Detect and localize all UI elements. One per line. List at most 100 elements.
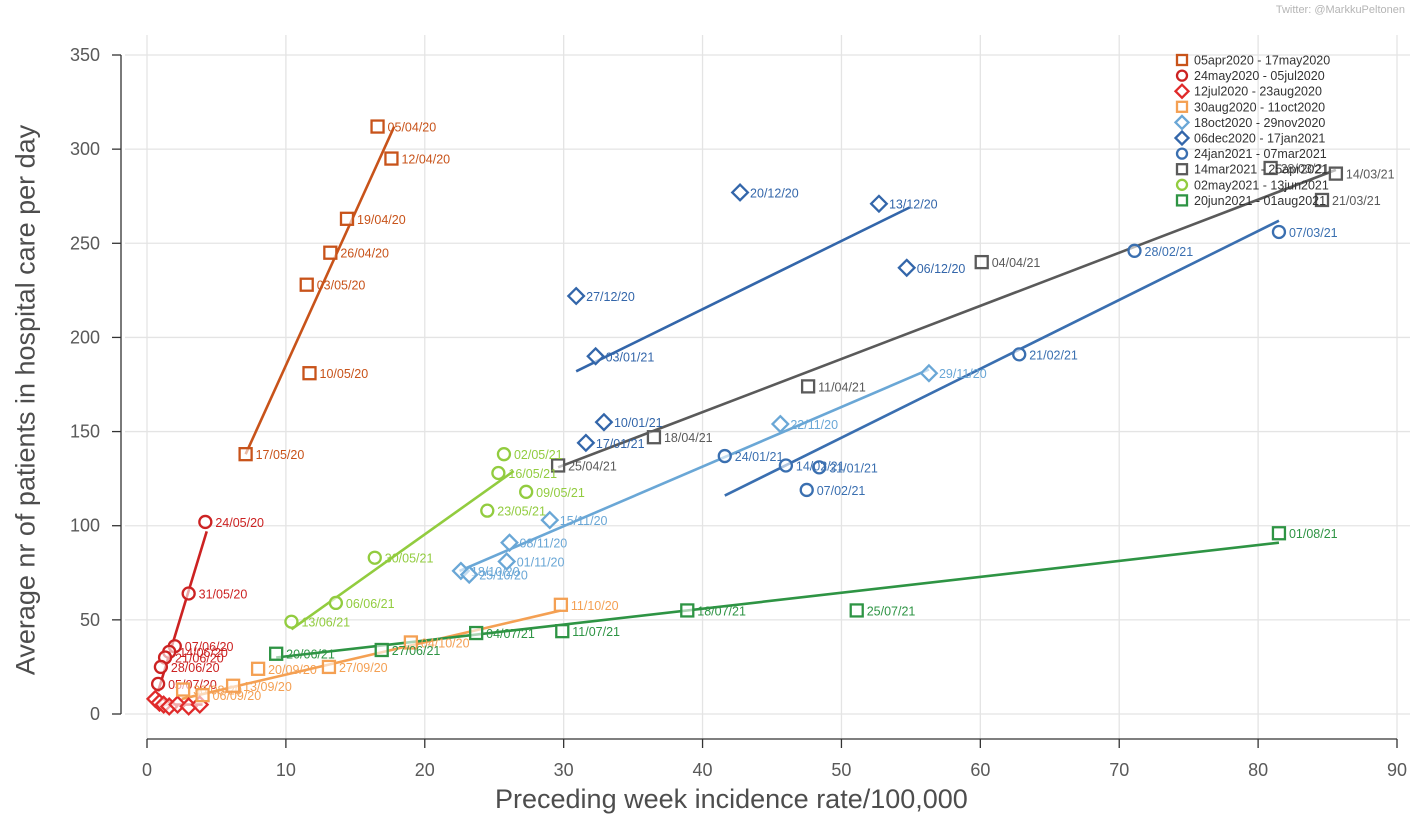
trend-line [181, 609, 562, 701]
data-point-label: 24/05/20 [215, 516, 264, 530]
x-tick-label: 30 [554, 760, 574, 780]
data-point [1271, 526, 1287, 541]
data-point [497, 552, 517, 571]
y-tick-label: 200 [70, 327, 100, 347]
data-point-label: 25/04/21 [568, 459, 617, 473]
data-point [269, 646, 284, 661]
x-tick-label: 90 [1387, 760, 1407, 780]
trend-line [458, 368, 930, 573]
data-point-label: 29/11/20 [939, 367, 987, 381]
data-point-label: 08/11/20 [520, 537, 568, 551]
data-point-label: 13/12/20 [889, 198, 938, 212]
data-point-label: 12/04/20 [401, 153, 450, 167]
data-point [1314, 192, 1330, 208]
data-point [594, 412, 614, 432]
legend-entry-label: 24may2020 - 05jul2020 [1194, 69, 1325, 83]
data-point [370, 119, 385, 134]
data-point [367, 550, 382, 565]
data-point-label: 25/10/20 [479, 569, 528, 583]
data-point [974, 254, 989, 270]
data-point-label: 26/04/20 [340, 247, 389, 261]
data-point-label: 18/04/21 [664, 431, 713, 445]
data-point [555, 624, 570, 639]
data-point-label: 06/12/20 [917, 262, 966, 276]
data-point-label: 14/06/20 [179, 646, 228, 660]
data-point [919, 363, 939, 383]
legend-entry-label: 12jul2020 - 23aug2020 [1194, 85, 1322, 99]
twitter-credit: Twitter: @MarkkuPeltonen [1275, 4, 1405, 16]
data-point-label: 11/04/21 [818, 380, 866, 394]
x-tick-label: 0 [142, 760, 152, 780]
data-point [459, 565, 479, 585]
data-point-label: 14/02/21 [796, 459, 845, 473]
data-point [339, 211, 355, 226]
data-point [1127, 243, 1142, 258]
trend-line [557, 168, 1337, 469]
data-point [284, 614, 299, 629]
data-point-label: 13/06/21 [301, 616, 350, 630]
x-tick-label: 80 [1248, 760, 1268, 780]
data-point [480, 503, 495, 518]
data-point-label: 07/02/21 [817, 484, 866, 498]
data-point-label: 31/01/21 [829, 461, 878, 475]
legend-marker [1175, 69, 1189, 82]
x-tick-label: 10 [276, 760, 296, 780]
legend-marker [1173, 129, 1191, 147]
data-point [869, 194, 889, 214]
data-point [500, 533, 519, 553]
data-point-label: 25/07/21 [867, 604, 916, 618]
data-point [150, 676, 166, 692]
x-tick-label: 60 [970, 760, 990, 780]
data-point-label: 04/07/21 [486, 627, 535, 641]
trend-line [244, 126, 396, 455]
data-point-label: 28/02/21 [1145, 245, 1194, 259]
data-point [1271, 224, 1287, 240]
legend-entry-label: 20jun2021 - 01aug2021 [1194, 194, 1326, 208]
data-point [175, 682, 191, 697]
legend-marker [1175, 194, 1189, 207]
data-point-label: 20/12/20 [750, 186, 799, 200]
data-point-label: 10/01/21 [614, 416, 663, 430]
legend-marker [1175, 53, 1189, 67]
data-point-label: 27/12/20 [586, 290, 635, 304]
data-point-label: 19/04/20 [357, 213, 406, 227]
data-point-label: 30/05/21 [385, 552, 434, 566]
data-point-label: 01/08/21 [1289, 527, 1338, 541]
data-point [451, 561, 471, 581]
data-point-label: 31/05/20 [199, 587, 248, 601]
data-point-label: 01/11/20 [517, 555, 565, 569]
data-point-label: 27/09/20 [339, 661, 388, 675]
legend-entry-label: 30aug2020 - 11oct2020 [1194, 100, 1325, 114]
trend-line [724, 219, 1280, 497]
data-point [302, 366, 317, 381]
data-point [195, 688, 210, 703]
data-point-label: 17/05/20 [256, 448, 305, 462]
data-point-label: 18/07/21 [697, 604, 746, 618]
data-point-label: 21/02/21 [1029, 348, 1078, 362]
legend-marker [1173, 83, 1191, 100]
data-point [491, 465, 506, 481]
data-point [586, 346, 606, 366]
legend-marker [1175, 163, 1189, 176]
data-point-label: 22/11/20 [790, 418, 838, 432]
data-point [1263, 160, 1278, 176]
data-point [250, 661, 266, 676]
y-tick-label: 150 [70, 422, 100, 442]
data-point-label: 27/06/21 [392, 644, 441, 658]
legend-entry-label: 06dec2020 - 17jan2021 [1194, 132, 1325, 146]
legend-entry-label: 05apr2020 - 17may2020 [1194, 54, 1330, 68]
data-point-label: 24/01/21 [735, 450, 784, 464]
data-point [717, 448, 732, 464]
data-point-label: 15/11/20 [560, 514, 608, 528]
y-tick-label: 50 [80, 610, 100, 630]
data-point-label: 04/10/20 [421, 636, 470, 650]
y-tick-label: 350 [70, 45, 100, 65]
data-point [168, 695, 187, 715]
data-point [1012, 347, 1027, 362]
legend-entry-label: 02may2021 - 13jun2021 [1194, 178, 1329, 192]
data-point [321, 659, 337, 675]
x-tick-label: 50 [831, 760, 851, 780]
data-point-label: 20/06/21 [286, 648, 335, 662]
data-point-label: 11/10/20 [571, 599, 619, 613]
data-point [849, 603, 864, 618]
